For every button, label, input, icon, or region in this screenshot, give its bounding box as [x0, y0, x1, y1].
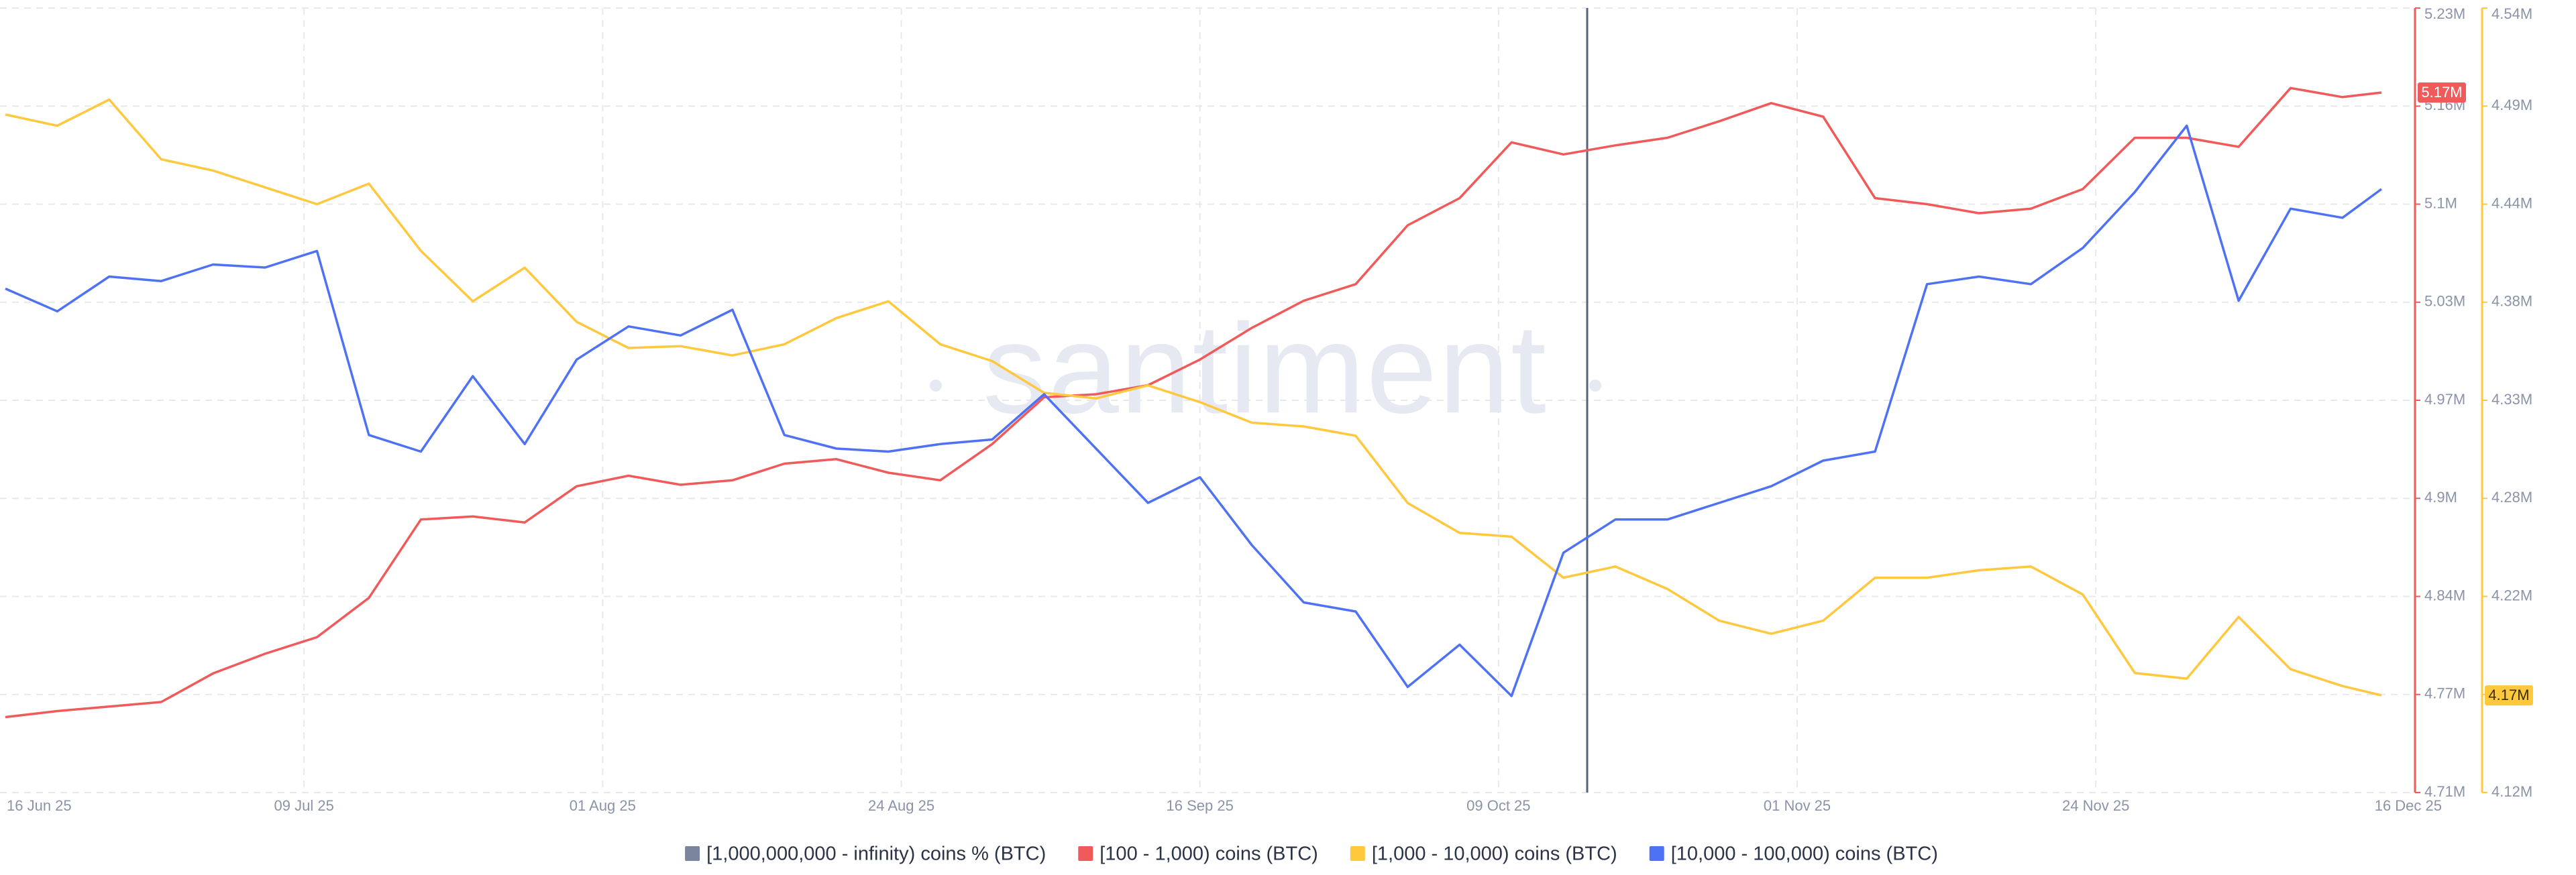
y-tick-label: 4.84M: [2424, 587, 2465, 603]
value-badge: [2485, 685, 2533, 706]
watermark-dot: [1589, 380, 1601, 392]
legend-label: [100 - 1,000) coins (BTC): [1099, 843, 1318, 865]
y2-tick-label: 4.38M: [2491, 293, 2532, 310]
grid: [0, 7, 2415, 793]
legend-label: [10,000 - 100,000) coins (BTC): [1671, 843, 1938, 865]
y-tick-label: 5.23M: [2424, 5, 2465, 22]
x-tick-label: 09 Oct 25: [1466, 797, 1530, 814]
watermark-dot: [930, 380, 942, 392]
legend-swatch: [685, 846, 700, 861]
watermark: santiment: [930, 298, 1601, 440]
y-tick-label: 5.1M: [2424, 194, 2457, 211]
y2-tick-label: 4.12M: [2491, 783, 2532, 800]
value-badge: [2418, 82, 2466, 103]
x-tick-label: 24 Nov 25: [2062, 797, 2129, 814]
x-tick-label: 01 Nov 25: [1764, 797, 1831, 814]
y2-tick-label: 4.54M: [2491, 5, 2532, 22]
y-tick-label: 4.77M: [2424, 685, 2465, 702]
legend-swatch: [1078, 846, 1093, 861]
legend-label: [1,000,000,000 - infinity) coins % (BTC): [706, 843, 1046, 865]
x-tick-label: 01 Aug 25: [570, 797, 636, 814]
y2-tick-label: 4.28M: [2491, 489, 2532, 506]
y-tick-label: 4.9M: [2424, 489, 2457, 506]
series-line: [5, 124, 2383, 697]
value-label: 5.17M: [2421, 84, 2462, 101]
x-tick-label: 16 Jun 25: [7, 797, 72, 814]
series-line: [5, 98, 2382, 697]
y-tick-label: 4.97M: [2424, 391, 2465, 408]
x-tick-label: 24 Aug 25: [868, 797, 934, 814]
series-line: [5, 86, 2382, 719]
y-tick-label: 5.03M: [2424, 293, 2465, 310]
y2-tick-label: 4.33M: [2491, 391, 2532, 408]
y2-tick-label: 4.49M: [2491, 97, 2532, 113]
x-tick-label: 16 Sep 25: [1167, 797, 1234, 814]
y-tick-label: 4.71M: [2424, 783, 2465, 800]
x-tick-label: 16 Dec 25: [2375, 797, 2442, 814]
legend-swatch: [1350, 846, 1365, 861]
legend: [1,000,000,000 - infinity) coins % (BTC)…: [685, 843, 1938, 865]
y2-tick-label: 4.22M: [2491, 587, 2532, 603]
y2-tick-label: 4.44M: [2491, 194, 2532, 211]
legend-swatch: [1649, 846, 1664, 861]
value-label: 4.17M: [2488, 687, 2529, 703]
x-tick-label: 09 Jul 25: [274, 797, 334, 814]
legend-label: [1,000 - 10,000) coins (BTC): [1372, 843, 1617, 865]
